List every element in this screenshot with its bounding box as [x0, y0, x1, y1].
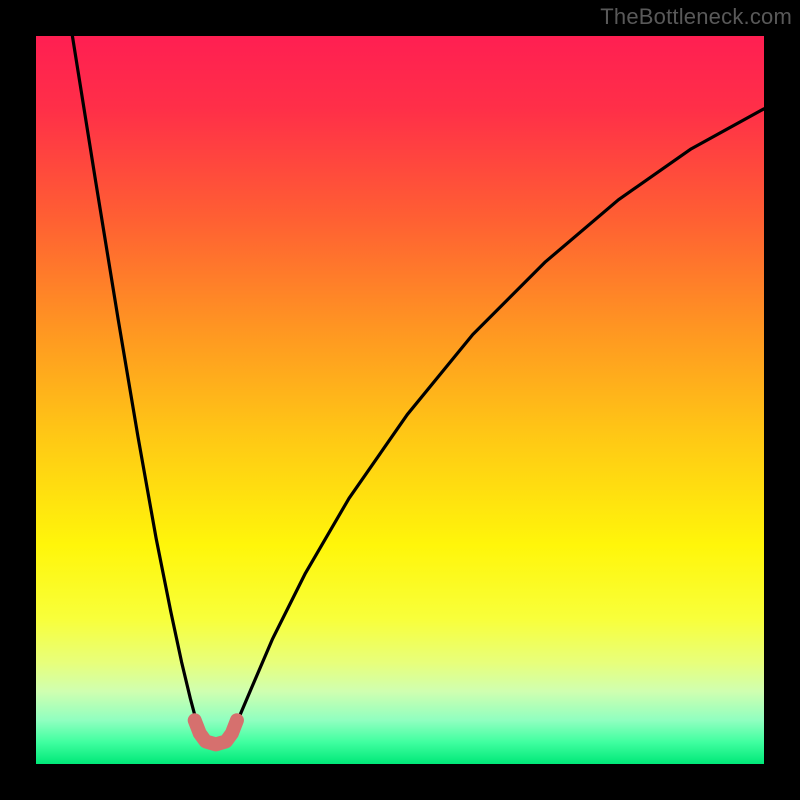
curve-layer [36, 36, 764, 764]
watermark-text: TheBottleneck.com [600, 4, 792, 30]
curve-left-branch [72, 36, 205, 740]
threshold-marker [195, 720, 237, 744]
plot-area [36, 36, 764, 764]
chart-container: TheBottleneck.com [0, 0, 800, 800]
curve-right-branch [227, 109, 764, 740]
